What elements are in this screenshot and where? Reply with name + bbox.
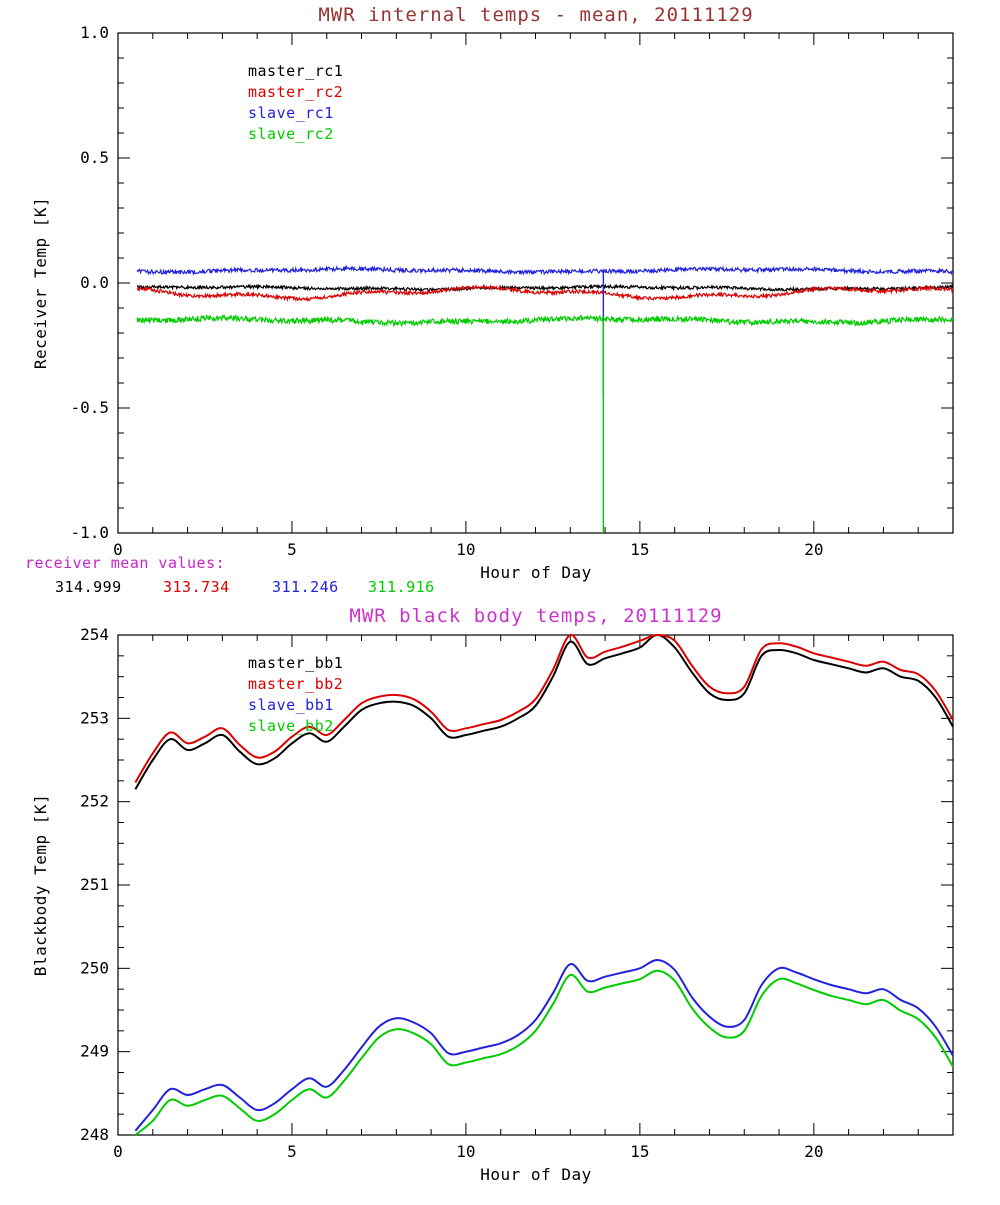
y-tick-label: 248 [80, 1125, 109, 1144]
series-line-slave_bb1 [134, 959, 954, 1132]
y-tick-label: -0.5 [70, 398, 109, 417]
legend-label-slave-rc2: slave_rc2 [248, 125, 334, 143]
top-chart-x-axis-label: Hour of Day [480, 563, 591, 582]
legend-label-master-rc2: master_rc2 [248, 83, 343, 101]
x-tick-label: 10 [456, 540, 475, 559]
mean-value-master-rc1: 314.999 [55, 578, 122, 596]
receiver-mean-values-label: receiver mean values: [25, 554, 225, 572]
series-line-slave_bb2 [134, 969, 954, 1136]
mean-value-slave-rc1: 311.246 [272, 578, 339, 596]
legend-label-master-bb2: master_bb2 [248, 675, 343, 693]
y-tick-label: 253 [80, 708, 109, 727]
mean-value-master-rc2: 313.734 [163, 578, 230, 596]
chart-panel-bottom: 0 5 10 15 20 248 249 250 251 252 253 254 [80, 625, 954, 1161]
y-tick-label: 1.0 [80, 23, 109, 42]
series-line-slave_rc1 [136, 264, 954, 276]
legend-label-slave-rc1: slave_rc1 [248, 104, 334, 122]
y-tick-label: 251 [80, 875, 109, 894]
x-tick-label: 0 [113, 540, 123, 559]
legend-label-slave-bb1: slave_bb1 [248, 696, 334, 714]
x-tick-label: 20 [804, 540, 823, 559]
bottom-chart-y-axis-label: Blackbody Temp [K] [31, 794, 50, 976]
x-tick-label: 10 [456, 1142, 475, 1161]
x-tick-label: 15 [630, 540, 649, 559]
x-tick-label: 15 [630, 1142, 649, 1161]
series-line-master_rc2 [136, 283, 954, 302]
bottom-chart-x-axis-label: Hour of Day [480, 1165, 591, 1184]
y-tick-label: 250 [80, 958, 109, 977]
legend-label-slave-bb2: slave_bb2 [248, 717, 334, 735]
mean-value-slave-rc2: 311.916 [368, 578, 435, 596]
x-tick-label: 5 [287, 540, 297, 559]
y-tick-label: 249 [80, 1042, 109, 1061]
x-tick-label: 5 [287, 1142, 297, 1161]
x-tick-label: 0 [113, 1142, 123, 1161]
x-tick-label: 20 [804, 1142, 823, 1161]
y-tick-label: 254 [80, 625, 109, 644]
series-line-master_bb1 [134, 634, 954, 790]
legend-label-master-rc1: master_rc1 [248, 62, 343, 80]
y-tick-label: 0.0 [80, 273, 109, 292]
y-tick-label: 0.5 [80, 148, 109, 167]
series-line-slave_rc2 [136, 313, 954, 328]
top-chart-y-axis-label: Receiver Temp [K] [31, 197, 50, 369]
top-chart-title: MWR internal temps - mean, 20111129 [318, 4, 753, 26]
plot-frame [117, 634, 954, 1136]
y-tick-label: 252 [80, 792, 109, 811]
bottom-chart-title: MWR black body temps, 20111129 [349, 605, 722, 627]
chart-layer: 0 5 10 15 20 -1.0 -0.5 0.0 0.5 1.0 0 5 10 15 20 248 249 2… [70, 23, 954, 1161]
y-tick-label: -1.0 [70, 523, 109, 542]
legend-label-master-bb1: master_bb1 [248, 654, 343, 672]
series-line-master_bb2 [134, 634, 954, 784]
chart-panel-top: 0 5 10 15 20 -1.0 -0.5 0.0 0.5 1.0 [70, 23, 954, 559]
plot-frame [117, 32, 954, 534]
static-text-layer: MWR internal temps - mean, 20111129 Rece… [25, 4, 753, 1184]
